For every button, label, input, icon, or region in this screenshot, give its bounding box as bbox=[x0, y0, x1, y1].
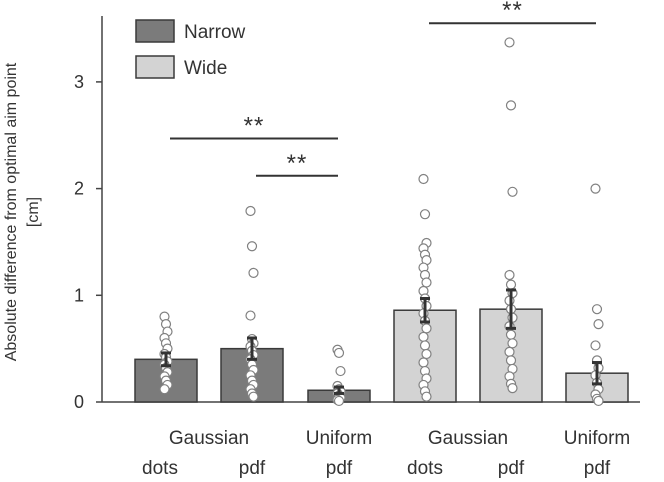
data-point bbox=[505, 100, 517, 111]
data-point bbox=[507, 383, 518, 394]
data-point bbox=[248, 267, 259, 278]
data-point bbox=[591, 304, 603, 315]
y-tick-label: 0 bbox=[74, 392, 84, 412]
data-point bbox=[333, 395, 345, 407]
data-point bbox=[593, 395, 604, 407]
y-axis-title-line2: [cm] bbox=[25, 197, 42, 227]
category-label-bottom: pdf bbox=[584, 458, 611, 479]
data-point bbox=[245, 205, 256, 217]
data-point bbox=[505, 279, 517, 290]
category-label-top: Uniform bbox=[564, 428, 631, 449]
data-point bbox=[248, 391, 259, 402]
data-point bbox=[245, 310, 256, 321]
data-point bbox=[421, 323, 432, 334]
y-axis-title-line1: Absolute difference from optimal aim poi… bbox=[3, 62, 20, 361]
data-point bbox=[504, 269, 515, 281]
data-point bbox=[590, 340, 601, 351]
data-point bbox=[246, 241, 258, 252]
data-point bbox=[335, 365, 346, 377]
data-point bbox=[421, 391, 432, 402]
legend-swatch bbox=[135, 19, 175, 43]
category-label-top: Gaussian bbox=[428, 428, 508, 449]
data-point bbox=[159, 384, 170, 395]
data-point bbox=[419, 340, 431, 351]
data-point bbox=[421, 348, 432, 360]
y-tick-label: 3 bbox=[74, 72, 84, 92]
category-label-bottom: dots bbox=[142, 458, 178, 479]
y-tick-label: 1 bbox=[74, 285, 84, 305]
data-point bbox=[593, 319, 604, 330]
category-label-bottom: pdf bbox=[498, 458, 525, 479]
category-label-top: Gaussian bbox=[169, 428, 249, 449]
significance-brackets: ** ** ** bbox=[170, 0, 596, 177]
legend: Narrow Wide bbox=[135, 19, 246, 79]
significance-label: ** bbox=[287, 150, 308, 177]
error-bars bbox=[161, 288, 602, 395]
data-point bbox=[418, 331, 429, 343]
y-tick-label: 2 bbox=[74, 179, 84, 199]
significance-label: ** bbox=[502, 0, 523, 24]
legend-label: Narrow bbox=[184, 22, 246, 43]
significance-label: ** bbox=[244, 112, 265, 139]
data-point bbox=[504, 346, 515, 357]
category-label-bottom: pdf bbox=[239, 458, 266, 479]
data-point bbox=[419, 209, 431, 220]
data-point bbox=[507, 338, 518, 349]
category-labels: Gaussian dots pdf Uniform pdf Gaussian dots pdf… bbox=[142, 428, 630, 479]
data-point bbox=[505, 355, 517, 366]
data-point bbox=[507, 186, 518, 197]
data-point bbox=[421, 277, 432, 288]
data-point bbox=[504, 37, 515, 48]
legend-label: Wide bbox=[184, 58, 227, 79]
data-point bbox=[418, 357, 429, 368]
category-label-bottom: pdf bbox=[326, 458, 353, 479]
data-point bbox=[418, 173, 429, 185]
legend-swatch bbox=[135, 55, 175, 79]
category-label-top: Uniform bbox=[306, 428, 373, 449]
data-point bbox=[590, 183, 601, 194]
data-point bbox=[505, 329, 517, 340]
bars bbox=[134, 308, 629, 403]
category-label-bottom: dots bbox=[407, 458, 443, 479]
data-point bbox=[333, 347, 345, 359]
